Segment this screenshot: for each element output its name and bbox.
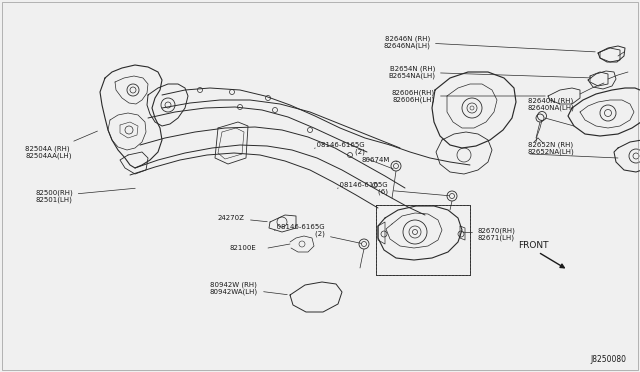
Text: ¸08146-6165G
    (2): ¸08146-6165G (2) [314,141,394,169]
Text: 82640N (RH)
82640NA(LH): 82640N (RH) 82640NA(LH) [528,97,575,111]
Text: 82504A (RH)
82504AA(LH): 82504A (RH) 82504AA(LH) [25,131,97,159]
Text: 82606H(RH)
82606H(LH): 82606H(RH) 82606H(LH) [392,89,545,103]
Text: 82652N (RH)
82652NA(LH): 82652N (RH) 82652NA(LH) [528,141,575,155]
Text: B2654N (RH)
B2654NA(LH): B2654N (RH) B2654NA(LH) [388,65,591,79]
Text: FRONT: FRONT [518,241,548,250]
Text: 82100E: 82100E [230,245,257,251]
Text: 80674M: 80674M [362,157,397,163]
Text: 82670(RH)
82671(LH): 82670(RH) 82671(LH) [463,227,516,241]
Text: ¸08146-6165G
    (6): ¸08146-6165G (6) [337,181,449,196]
Text: J8250080: J8250080 [590,356,626,365]
Text: 80942W (RH)
80942WA(LH): 80942W (RH) 80942WA(LH) [210,281,287,295]
Text: 24270Z: 24270Z [218,215,268,222]
Text: 82500(RH)
82501(LH): 82500(RH) 82501(LH) [35,188,135,203]
Text: ¸08146-6165G
    (2): ¸08146-6165G (2) [273,223,362,243]
Text: 82646N (RH)
82646NA(LH): 82646N (RH) 82646NA(LH) [383,35,595,52]
